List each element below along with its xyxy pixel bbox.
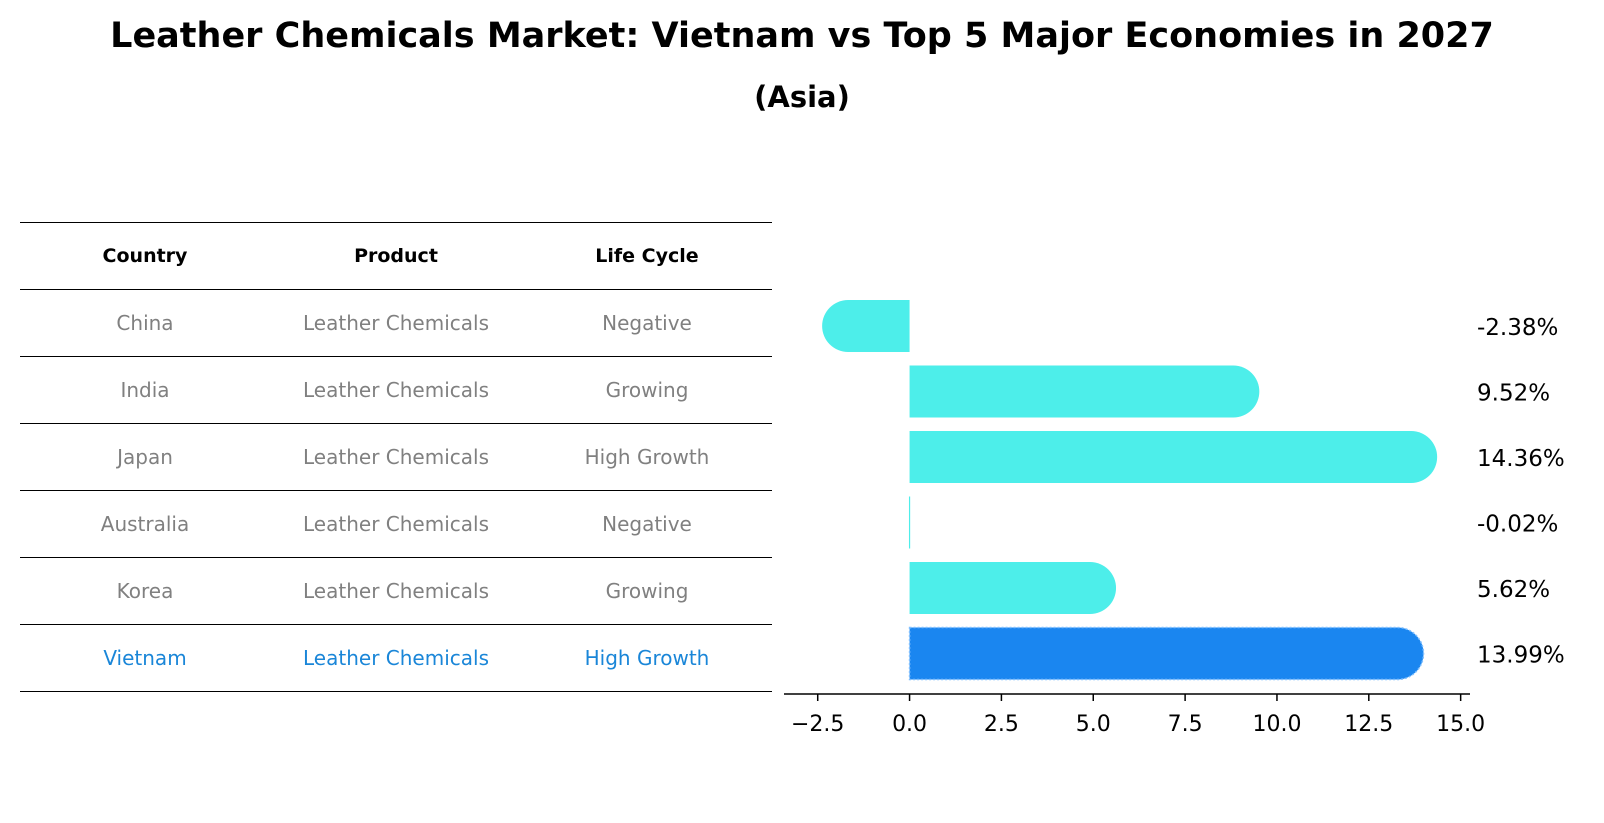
header-life-cycle: Life Cycle: [595, 245, 699, 267]
table-row: Korea Leather Chemicals Growing: [20, 558, 772, 625]
bar-vietnam: [908, 626, 1425, 681]
chart-title: Leather Chemicals Market: Vietnam vs Top…: [110, 16, 1494, 56]
bar-korea: [909, 562, 1117, 614]
x-tick-label: 2.5: [984, 712, 1019, 737]
country-table: Country Product Life Cycle China Leather…: [20, 222, 772, 692]
cell-life-cycle: Growing: [605, 378, 689, 402]
bar-australia: [908, 496, 911, 549]
value-label-korea: 5.62%: [1477, 577, 1550, 603]
value-label-china: -2.38%: [1477, 315, 1558, 341]
cell-product: Leather Chemicals: [303, 646, 489, 670]
cell-life-cycle: High Growth: [584, 646, 710, 670]
value-label-japan: 14.36%: [1477, 446, 1565, 472]
cell-country: Australia: [100, 512, 190, 536]
table-row-highlight: Vietnam Leather Chemicals High Growth: [20, 625, 772, 692]
header-country: Country: [102, 245, 188, 267]
table-row: India Leather Chemicals Growing: [20, 357, 772, 424]
table-row: China Leather Chemicals Negative: [20, 290, 772, 357]
value-label-vietnam: 13.99%: [1477, 643, 1565, 669]
cell-life-cycle: Growing: [605, 579, 689, 603]
cell-life-cycle: Negative: [602, 512, 692, 536]
table-header-row: Country Product Life Cycle: [20, 223, 772, 290]
x-tick-label: 0.0: [892, 712, 927, 737]
cell-life-cycle: Negative: [602, 311, 692, 335]
chart-subtitle: (Asia): [754, 80, 850, 114]
bar-japan: [909, 431, 1438, 483]
cell-country: China: [116, 311, 174, 335]
bar-india: [909, 365, 1260, 418]
cell-country: Korea: [116, 579, 174, 603]
x-tick-label: 10.0: [1252, 712, 1301, 737]
cell-product: Leather Chemicals: [303, 311, 489, 335]
cell-country: India: [120, 378, 170, 402]
bar-china: [822, 300, 910, 352]
cell-product: Leather Chemicals: [303, 445, 489, 469]
value-label-australia: -0.02%: [1477, 512, 1558, 538]
table-row: Japan Leather Chemicals High Growth: [20, 424, 772, 491]
x-tick-label: −2.5: [791, 712, 844, 737]
cell-country: Vietnam: [103, 646, 187, 670]
bar-chart: -2.38% 9.52% 14.36% -0.02% 5.62% 13.99% −2.5 0.…: [784, 300, 1565, 737]
cell-country: Japan: [117, 445, 173, 469]
value-label-india: 9.52%: [1477, 381, 1550, 407]
header-product: Product: [354, 245, 438, 267]
x-tick-label: 7.5: [1168, 712, 1203, 737]
x-tick-label: 15.0: [1436, 712, 1485, 737]
cell-product: Leather Chemicals: [303, 378, 489, 402]
cell-product: Leather Chemicals: [303, 512, 489, 536]
x-tick-label: 12.5: [1344, 712, 1393, 737]
cell-product: Leather Chemicals: [303, 579, 489, 603]
table-row: Australia Leather Chemicals Negative: [20, 491, 772, 558]
x-tick-label: 5.0: [1076, 712, 1111, 737]
cell-life-cycle: High Growth: [584, 445, 710, 469]
